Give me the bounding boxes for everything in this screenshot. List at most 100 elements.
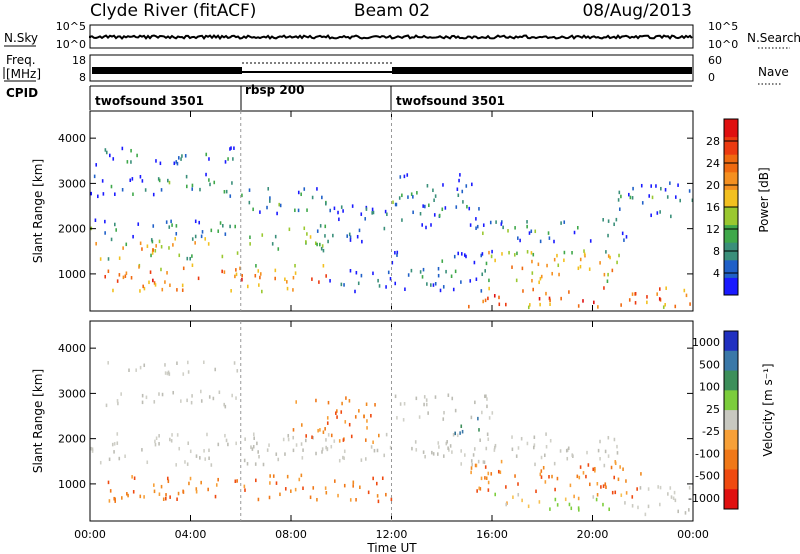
velocity-colorbar-swatch-1 — [724, 350, 738, 372]
velocity-colorbar-tick-1: 500 — [699, 358, 720, 371]
power-axis: 1000 2000 3000 4000 — [58, 132, 693, 281]
velocity-band-3 — [107, 473, 393, 504]
power-colorbar-label: Power [dB] — [757, 167, 771, 232]
power-colorbar: 4 8 12 16 20 24 28 — [706, 118, 739, 296]
noise-right-tick-top: 10^5 — [708, 20, 738, 33]
power-colorbar-swatch-3 — [724, 224, 738, 243]
power-colorbar-tick-1: 8 — [713, 245, 720, 258]
cpid-program-2: twofsound 3501 — [396, 94, 505, 108]
power-colorbar-tick-0: 4 — [713, 267, 720, 280]
power-colorbar-swatch-4 — [724, 207, 738, 226]
noise-sky-trace — [89, 34, 693, 41]
velocity-band-9 — [494, 492, 626, 512]
cpid-panel: CPID twofsound 3501 rbsp 200 twofsound 3… — [6, 83, 692, 110]
power-band-6 — [249, 224, 329, 253]
velocity-colorbar-swatch-4 — [724, 410, 738, 431]
time-tick-5: 20:00 — [577, 528, 609, 541]
power-band-4 — [104, 263, 241, 293]
power-band-2 — [90, 218, 237, 239]
power-panel: 1000 2000 3000 4000 Slant Range [km] 4 8 12 16… — [31, 110, 771, 312]
velocity-band-5 — [394, 393, 494, 422]
power-band-12 — [482, 217, 628, 244]
time-axis-label: Time UT — [366, 541, 417, 554]
power-ylabel: Slant Range [km] — [31, 159, 45, 263]
velocity-colorbar-tick-7: -1000 — [688, 492, 720, 505]
velocity-band-1 — [105, 389, 237, 409]
velocity-band-10 — [631, 485, 691, 517]
velocity-ylabel: Slant Range [km] — [31, 369, 45, 473]
power-colorbar-swatch-5 — [724, 189, 738, 208]
power-ytick-3: 4000 — [58, 132, 86, 145]
power-data — [90, 146, 693, 310]
power-band-13 — [488, 249, 620, 285]
velocity-band-4 — [292, 396, 380, 445]
time-tick-4: 16:00 — [476, 528, 508, 541]
date-title: 08/Aug/2013 — [582, 1, 692, 21]
velocity-band-2 — [90, 432, 392, 467]
power-band-8 — [329, 204, 388, 244]
freq-band-0 — [92, 67, 242, 74]
freq-band-1 — [392, 67, 692, 74]
power-colorbar-swatch-0 — [724, 277, 738, 296]
velocity-axis: 1000 2000 3000 4000 — [58, 342, 693, 491]
power-band-7 — [241, 263, 327, 294]
freq-label-line1: Freq. — [6, 53, 36, 67]
power-band-10 — [392, 173, 480, 230]
velocity-colorbar-swatch-7 — [724, 469, 738, 490]
noise-right-tick-bottom: 10^0 — [708, 38, 738, 51]
velocity-ytick-0: 1000 — [58, 478, 86, 491]
time-tick-6: 00:00 — [677, 528, 709, 541]
velocity-colorbar-tick-5: -100 — [695, 447, 720, 460]
nave-tick-bottom: 0 — [708, 71, 715, 84]
velocity-band-0 — [107, 360, 239, 376]
time-tick-3: 12:00 — [376, 528, 408, 541]
cpid-program-1: rbsp 200 — [245, 83, 304, 97]
beam-title: Beam 02 — [354, 1, 430, 21]
velocity-colorbar-swatch-3 — [724, 390, 738, 411]
power-colorbar-tick-5: 24 — [706, 157, 720, 170]
noise-left-tick-bottom: 10^0 — [56, 38, 86, 51]
power-ytick-0: 1000 — [58, 268, 86, 281]
velocity-ytick-3: 4000 — [58, 342, 86, 355]
power-ytick-2: 3000 — [58, 177, 86, 190]
power-band-5 — [241, 187, 327, 216]
power-band-9 — [329, 268, 392, 294]
power-colorbar-tick-4: 20 — [706, 179, 720, 192]
power-ytick-1: 2000 — [58, 223, 86, 236]
time-tick-2: 08:00 — [275, 528, 307, 541]
cpid-program-0: twofsound 3501 — [95, 94, 204, 108]
noise-left-label: N.Sky — [4, 31, 38, 45]
time-axis: 00:00 04:00 08:00 12:00 16:00 20:00 00:00 — [74, 111, 709, 541]
power-colorbar-tick-6: 28 — [706, 135, 720, 148]
power-band-0 — [95, 146, 235, 167]
velocity-ytick-2: 3000 — [58, 387, 86, 400]
velocity-colorbar-swatch-2 — [724, 370, 738, 391]
velocity-band-8 — [470, 459, 642, 499]
velocity-band-7 — [411, 432, 619, 468]
power-band-3 — [95, 237, 239, 261]
velocity-colorbar-tick-2: 100 — [699, 381, 720, 394]
power-colorbar-swatch-6 — [724, 171, 738, 190]
velocity-colorbar-swatch-5 — [724, 429, 738, 451]
power-band-14 — [468, 286, 691, 310]
freq-tick-bottom: 8 — [79, 71, 86, 84]
velocity-colorbar-tick-6: -500 — [695, 470, 720, 483]
velocity-panel: 1000 2000 3000 4000 Slant Range [km] 1000 50… — [31, 111, 775, 554]
power-colorbar-tick-3: 16 — [706, 201, 720, 214]
noise-left-tick-top: 10^5 — [56, 20, 86, 33]
power-colorbar-swatch-1 — [724, 259, 738, 278]
nave-tick-top: 60 — [708, 54, 722, 67]
velocity-colorbar-tick-4: -25 — [702, 425, 720, 438]
power-colorbar-swatch-8 — [724, 136, 738, 155]
time-tick-0: 00:00 — [74, 528, 106, 541]
velocity-colorbar-tick-3: 25 — [706, 403, 720, 416]
velocity-ytick-1: 2000 — [58, 433, 86, 446]
velocity-colorbar-swatch-6 — [724, 449, 738, 470]
power-band-1 — [90, 172, 233, 199]
power-band-11 — [391, 249, 493, 293]
freq-tick-top: 18 — [72, 54, 86, 67]
velocity-colorbar: 1000 500 100 25 -25 -100 -500 -1000 — [688, 330, 739, 510]
noise-panel: N.Sky 10^5 10^0 10^5 10^0 N.Search — [4, 20, 800, 51]
velocity-colorbar-swatch-0 — [724, 331, 738, 352]
